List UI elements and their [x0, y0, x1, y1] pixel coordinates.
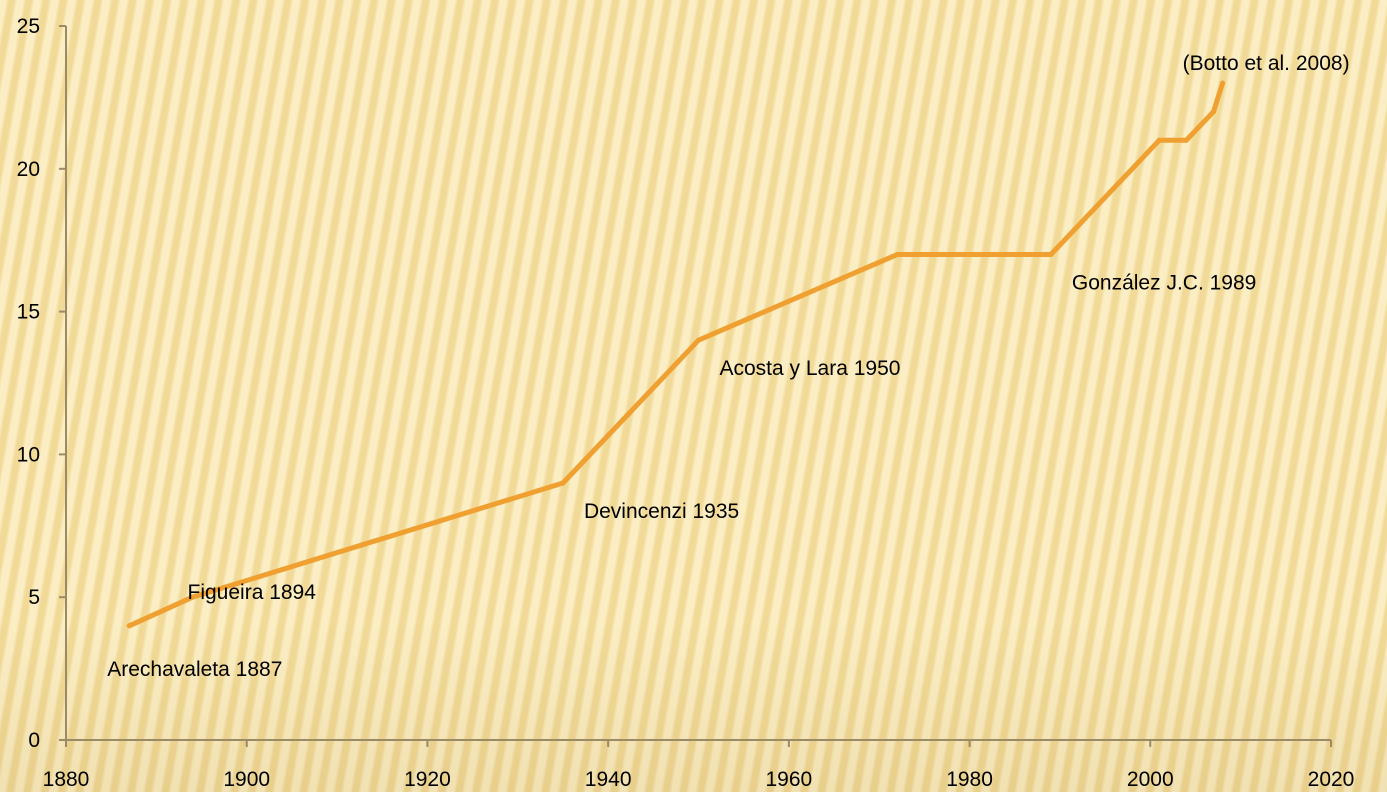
- data-point: [1048, 251, 1054, 257]
- data-point: [1156, 137, 1162, 143]
- annotation-label: Acosta y Lara 1950: [720, 357, 901, 380]
- x-axis: 1880 1900 1920 1940 1960 1980 2000 2020: [43, 739, 1355, 791]
- annotations: Arechavaleta 1887 Figueira 1894 Devincenzi…: [107, 52, 1349, 681]
- data-point: [894, 251, 900, 257]
- y-tick-label: 10: [17, 443, 40, 466]
- annotation-label: González J.C. 1989: [1072, 271, 1256, 294]
- data-point: [1220, 80, 1226, 86]
- data-point: [560, 480, 566, 486]
- x-tick-label: 1920: [404, 768, 451, 791]
- data-point: [696, 337, 701, 343]
- x-tick-label: 1980: [946, 768, 993, 791]
- x-tick-label: 1940: [585, 768, 632, 791]
- y-tick-label: 25: [17, 15, 40, 38]
- annotation-label: Devincenzi 1935: [584, 500, 739, 523]
- y-tick-label: 20: [17, 158, 40, 181]
- x-tick-label: 1880: [43, 768, 90, 791]
- annotation-label: (Botto et al. 2008): [1183, 52, 1350, 75]
- x-tick-label: 1900: [223, 768, 270, 791]
- y-tick-label: 15: [17, 301, 40, 324]
- y-tick-label: 0: [28, 729, 40, 752]
- series-line-group: [126, 80, 1226, 629]
- x-tick-label: 2000: [1127, 768, 1174, 791]
- data-point: [1211, 109, 1217, 115]
- y-axis: 0 5 10 15 20 25: [17, 15, 67, 752]
- y-tick-label: 5: [28, 586, 40, 609]
- annotation-label: Arechavaleta 1887: [107, 658, 282, 681]
- annotation-label: Figueira 1894: [188, 581, 317, 604]
- x-tick-label: 1960: [765, 768, 812, 791]
- data-point: [126, 623, 132, 629]
- series-line: [126, 80, 1226, 629]
- data-point: [1183, 137, 1189, 143]
- x-tick-label: 2020: [1308, 768, 1355, 791]
- data-point: [190, 594, 195, 600]
